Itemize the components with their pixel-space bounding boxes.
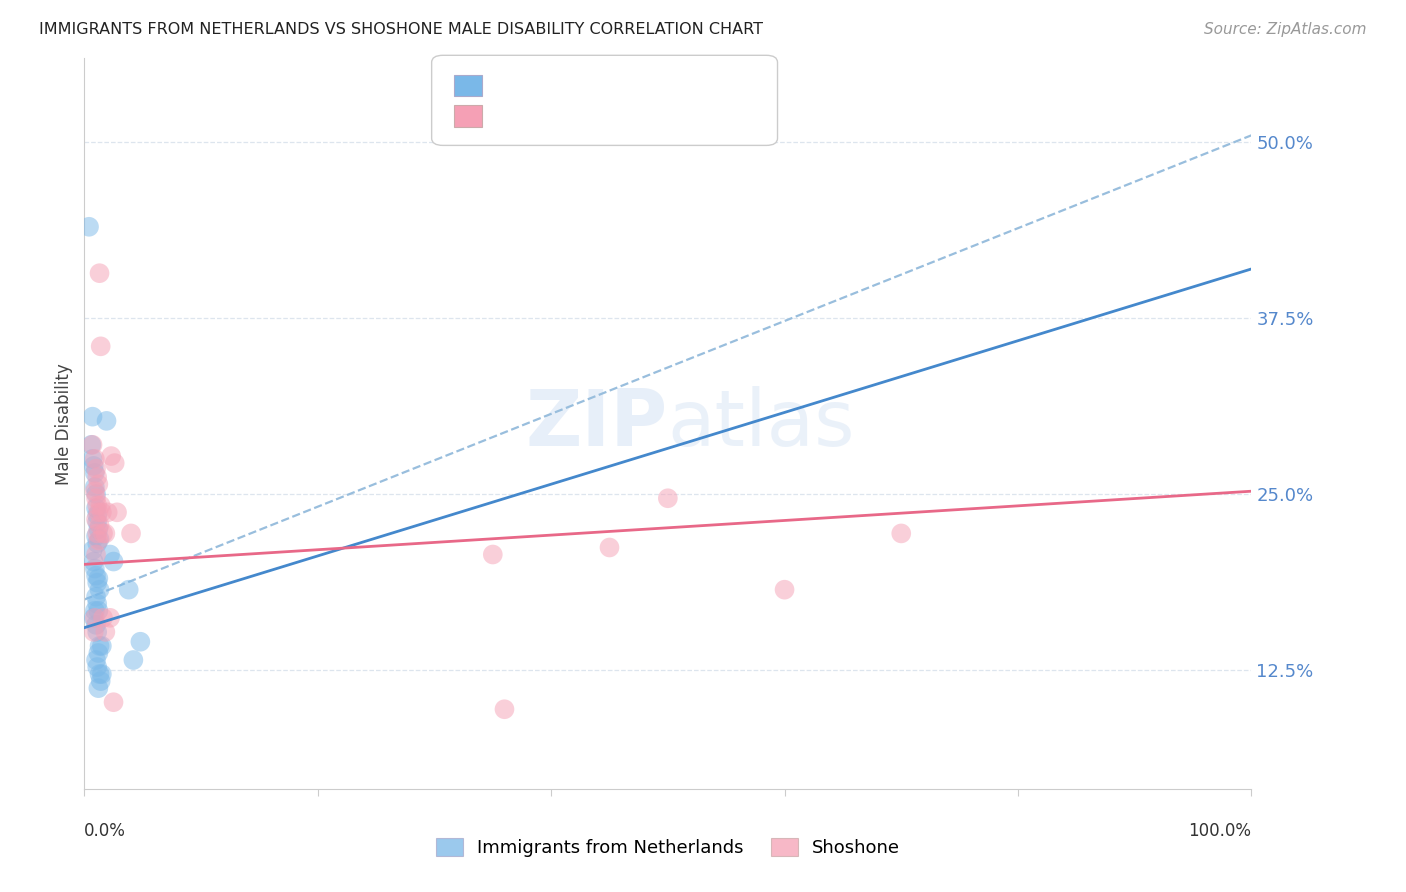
Point [90, 498, 112, 512]
Point [83, 611, 105, 625]
Point [86, 624, 108, 639]
Point [90, 667, 112, 681]
Point [83, 624, 105, 639]
Text: 37: 37 [633, 118, 657, 136]
Point [481, 548, 505, 562]
Point [83, 555, 105, 569]
Text: IMMIGRANTS FROM NETHERLANDS VS SHOSHONE MALE DISABILITY CORRELATION CHART: IMMIGRANTS FROM NETHERLANDS VS SHOSHONE … [39, 22, 763, 37]
Text: N =: N = [595, 118, 631, 136]
Point [82, 438, 104, 452]
Point [890, 526, 912, 541]
Point [84, 501, 107, 516]
Text: ZIP: ZIP [526, 385, 668, 462]
Point [86, 515, 108, 529]
Point [89, 582, 111, 597]
Point [129, 634, 152, 648]
Point [84, 487, 107, 501]
Point [120, 526, 142, 541]
Point [84, 590, 107, 604]
Point [83, 484, 105, 499]
Point [84, 491, 107, 506]
Text: atlas: atlas [668, 385, 855, 462]
Text: 46: 46 [633, 87, 655, 105]
Point [104, 456, 127, 470]
Point [84, 548, 107, 562]
Point [103, 695, 125, 709]
Point [83, 466, 105, 480]
Point [86, 660, 108, 674]
Text: 0.227: 0.227 [531, 87, 585, 105]
Text: 0.0%: 0.0% [84, 822, 127, 840]
Point [83, 458, 105, 473]
Point [86, 536, 108, 550]
Point [98, 548, 121, 562]
Text: 0.141: 0.141 [531, 118, 583, 136]
Point [83, 561, 105, 575]
Point [89, 667, 111, 681]
Point [82, 409, 104, 424]
Y-axis label: Male Disability: Male Disability [55, 363, 73, 484]
Point [84, 529, 107, 543]
Point [87, 646, 110, 660]
Point [84, 653, 107, 667]
Legend: Immigrants from Netherlands, Shoshone: Immigrants from Netherlands, Shoshone [436, 838, 900, 857]
Point [89, 266, 111, 280]
Point [83, 604, 105, 618]
Text: Source: ZipAtlas.com: Source: ZipAtlas.com [1204, 22, 1367, 37]
Point [98, 611, 121, 625]
Point [84, 512, 107, 526]
Point [89, 518, 111, 533]
Point [86, 526, 108, 541]
Point [86, 508, 108, 523]
Point [103, 555, 125, 569]
Point [82, 543, 104, 558]
Text: R =: R = [491, 87, 527, 105]
Point [83, 480, 105, 494]
Point [118, 582, 141, 597]
Point [657, 491, 679, 506]
Point [77, 219, 100, 234]
Point [494, 702, 516, 716]
Point [87, 681, 110, 695]
Point [84, 568, 107, 582]
Point [122, 653, 145, 667]
Point [90, 639, 112, 653]
Point [105, 505, 128, 519]
Point [90, 505, 112, 519]
Point [84, 617, 107, 632]
Point [86, 575, 108, 590]
Point [86, 498, 108, 512]
Point [91, 611, 114, 625]
Point [80, 438, 103, 452]
Point [91, 526, 114, 541]
Point [773, 582, 796, 597]
Point [89, 639, 111, 653]
Point [86, 470, 108, 484]
Point [100, 449, 122, 463]
Point [90, 339, 112, 353]
Point [87, 505, 110, 519]
Point [87, 604, 110, 618]
Point [83, 451, 105, 466]
Point [84, 461, 107, 475]
Text: R =: R = [491, 118, 531, 136]
Point [87, 533, 110, 548]
Point [96, 414, 118, 428]
Point [87, 571, 110, 585]
Text: 100.0%: 100.0% [1188, 822, 1251, 840]
Point [94, 624, 117, 639]
Point [89, 532, 111, 546]
Point [97, 505, 120, 519]
Point [90, 674, 112, 689]
Point [87, 477, 110, 491]
Text: N =: N = [595, 87, 631, 105]
Point [599, 541, 621, 555]
Point [87, 522, 110, 536]
Point [86, 597, 108, 611]
Point [82, 451, 104, 466]
Point [83, 611, 105, 625]
Point [94, 526, 117, 541]
